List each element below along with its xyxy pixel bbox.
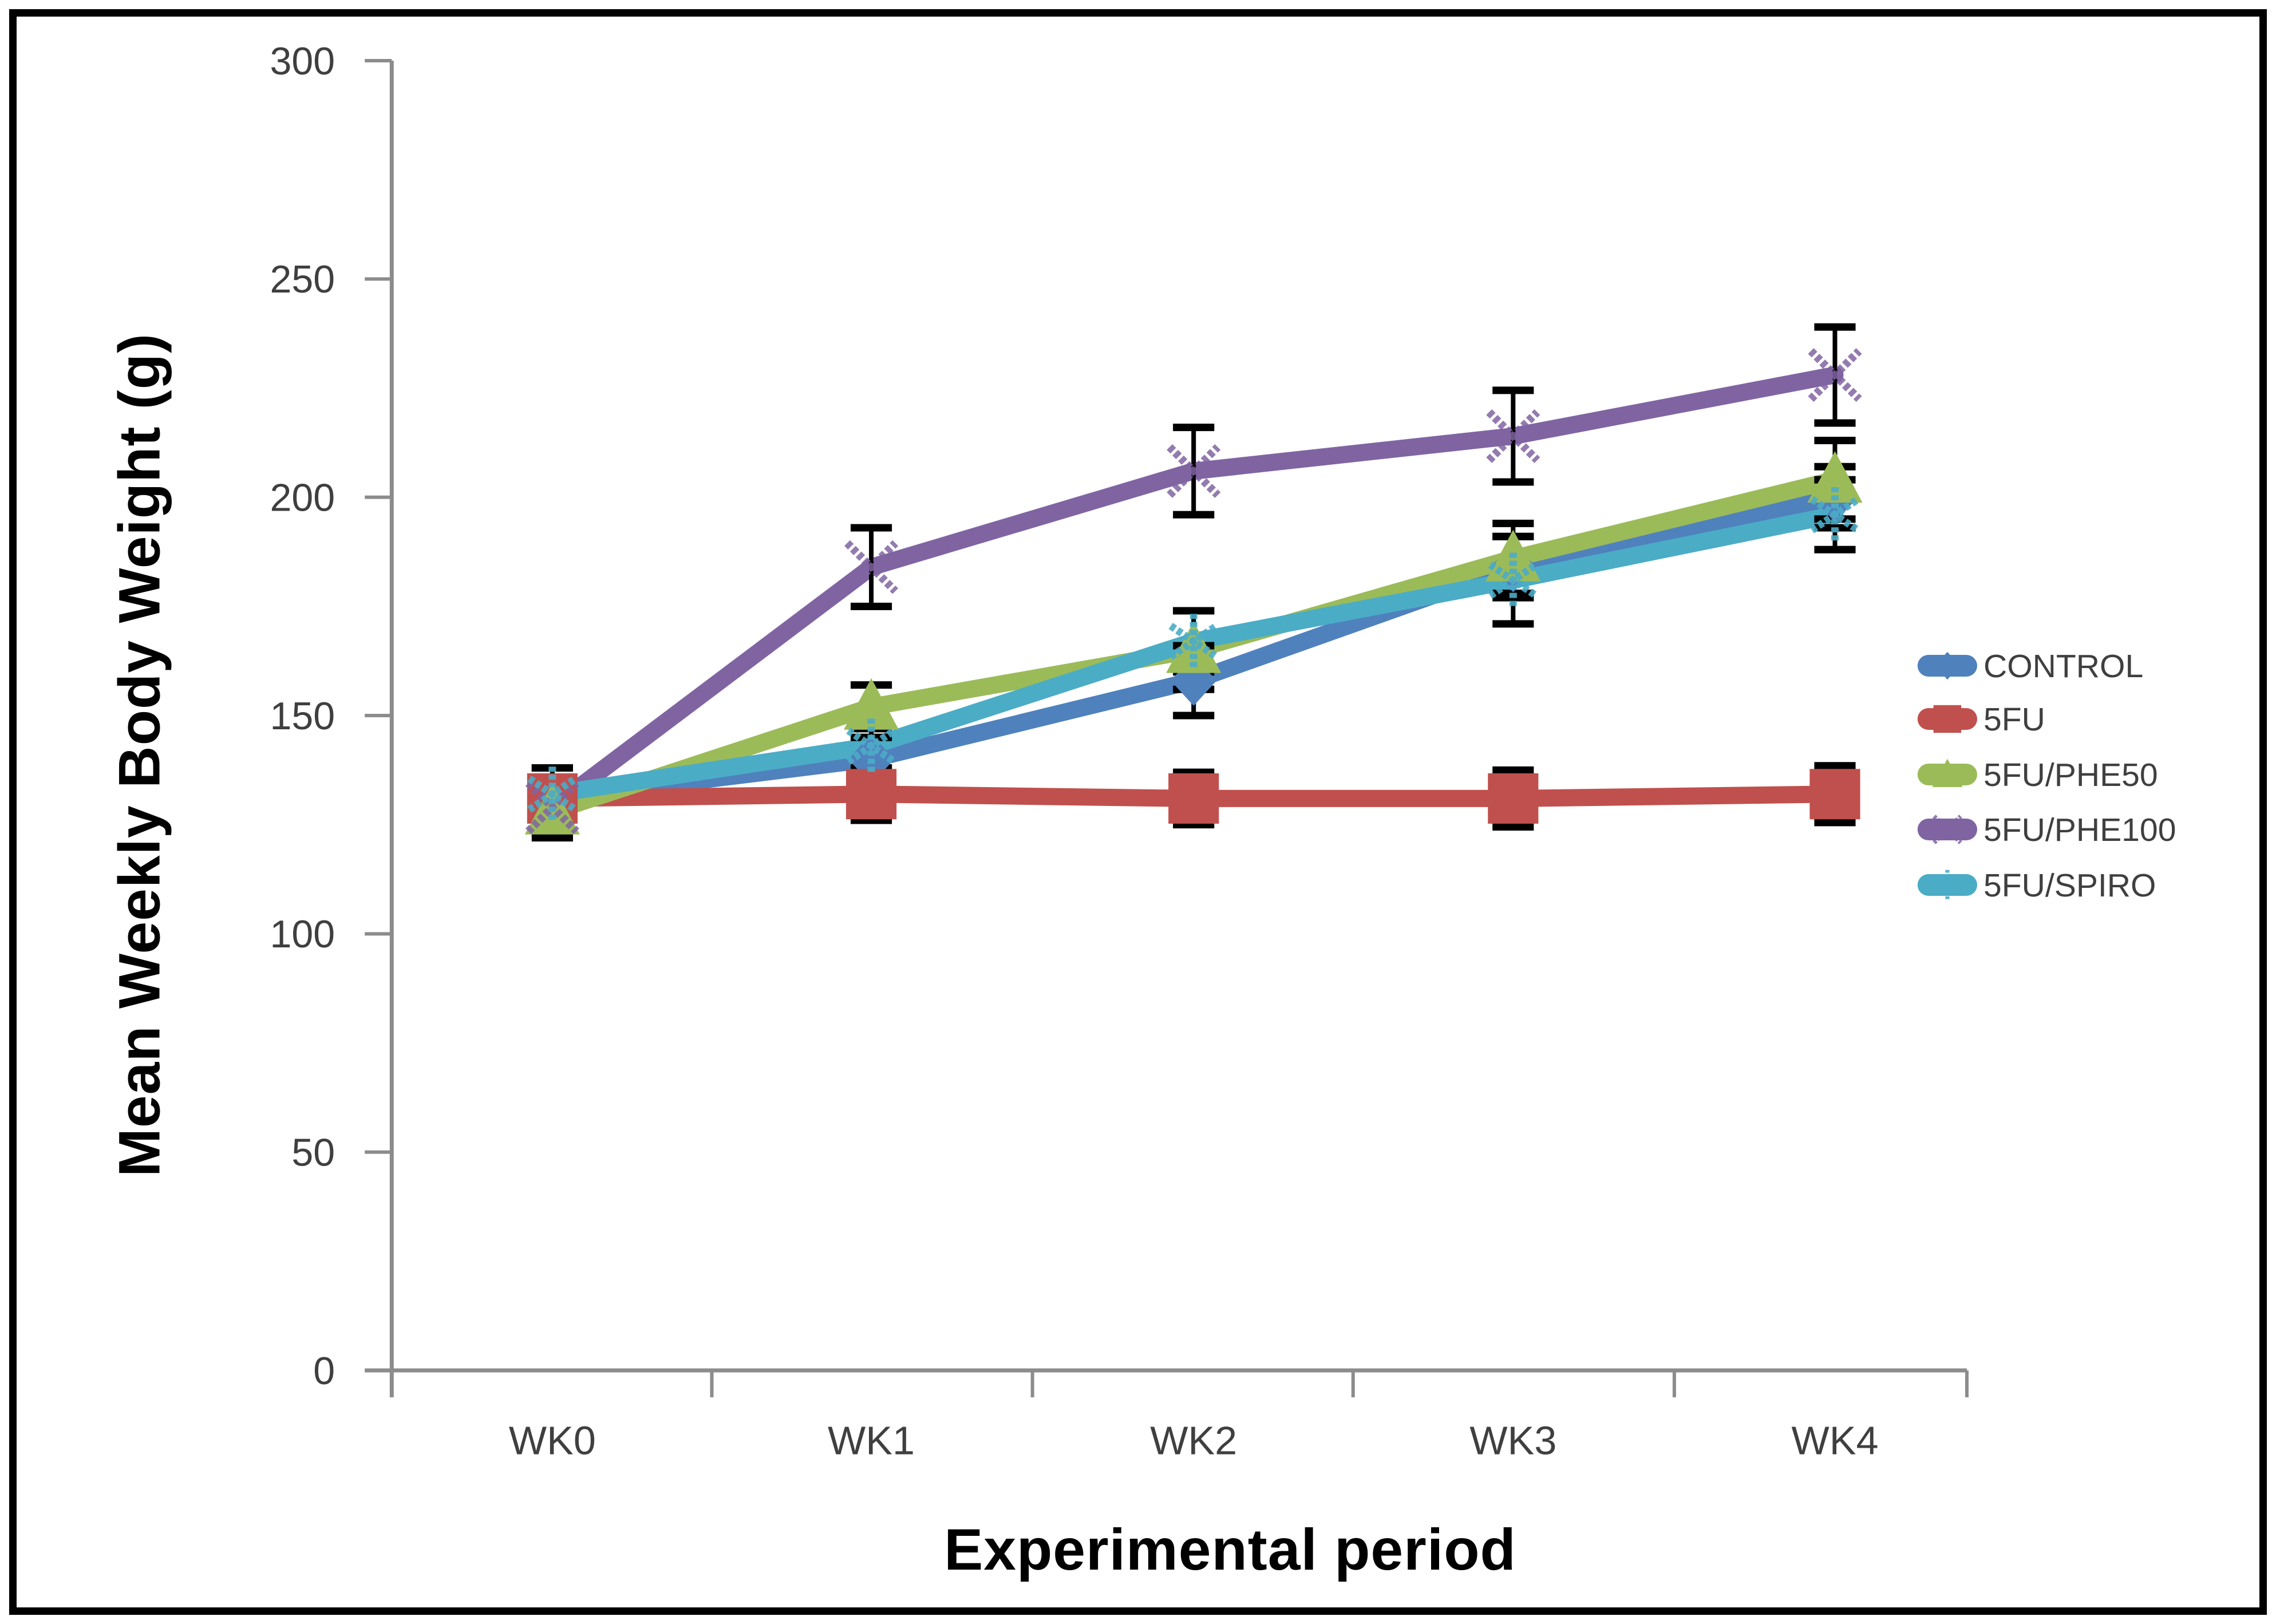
marker-triangle-WK1 [843, 678, 899, 730]
marker-asterisk-WK0 [527, 766, 578, 822]
marker-triangle-WK4 [1807, 451, 1863, 503]
legend-marker [1933, 815, 1962, 844]
y-tick-label: 150 [270, 694, 335, 738]
y-tick-label: 100 [270, 912, 335, 956]
error-bar-cap [1814, 762, 1856, 827]
legend-marker [1933, 870, 1961, 900]
legend-label: 5FU/PHE50 [1983, 757, 2158, 793]
line-chart: 0 50 100 150 200 250 300 WK0 WK1 WK2 WK3 WK4 CONTROL… [270, 39, 2176, 1463]
legend-label: 5FU [1983, 701, 2045, 738]
marker-x-WK1 [844, 540, 899, 594]
y-axis-title: Mean Weekly Body Weight (g) [106, 333, 172, 1178]
legend-label: CONTROL [1983, 648, 2143, 685]
x-category-label: WK4 [1791, 1418, 1878, 1463]
legend-marker [1934, 651, 1960, 680]
legend-marker [1933, 705, 1962, 733]
marker-x-WK2 [1167, 444, 1221, 498]
legend-item: 5FU/SPIRO [1917, 867, 2156, 904]
legend-marker [1932, 758, 1963, 787]
x-category-label: WK0 [509, 1418, 596, 1463]
legend-item: 5FU/PHE100 [1917, 812, 2176, 848]
error-bar-cap [1492, 766, 1534, 831]
x-category-label: WK1 [828, 1418, 915, 1463]
marker-asterisk-WK3 [1488, 552, 1539, 608]
marker-x-WK3 [1486, 409, 1540, 463]
marker-square-WK3 [1488, 773, 1539, 824]
marker-asterisk-WK4 [1809, 487, 1860, 543]
legend-label: 5FU/PHE100 [1983, 812, 2176, 848]
x-category-label: WK3 [1469, 1418, 1556, 1463]
marker-square-WK4 [1809, 769, 1860, 820]
marker-x-WK4 [1808, 348, 1862, 402]
marker-asterisk-WK1 [846, 718, 896, 774]
error-bar-cap [1814, 323, 1856, 427]
error-bar-cap [1173, 424, 1215, 519]
y-tick-label: 250 [270, 258, 335, 301]
error-bar-cap [1173, 768, 1215, 829]
marker-square-WK2 [1168, 773, 1219, 824]
y-tick-label: 50 [291, 1131, 335, 1175]
error-bar-cap [850, 524, 892, 610]
chart-frame: 0 50 100 150 200 250 300 WK0 WK1 WK2 WK3 WK4 CONTROL… [9, 9, 2267, 1615]
y-tick-label: 200 [270, 476, 335, 520]
error-bar-cap [1492, 386, 1534, 486]
marker-asterisk-WK2 [1168, 614, 1219, 669]
marker-square-WK1 [845, 769, 897, 820]
x-axis-title: Experimental period [944, 1517, 1516, 1582]
y-tick-label: 300 [270, 39, 335, 83]
legend-label: 5FU/SPIRO [1983, 867, 2156, 904]
x-category-label: WK2 [1150, 1418, 1237, 1463]
y-tick-label: 0 [313, 1349, 335, 1393]
